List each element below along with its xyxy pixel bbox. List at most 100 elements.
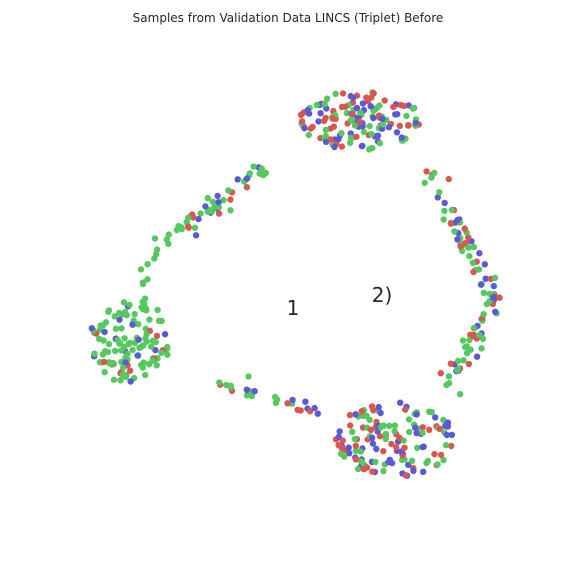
data-point-series-1: [372, 458, 379, 466]
data-point-series-1: [466, 252, 473, 260]
data-point-series-2: [243, 184, 251, 191]
data-point-series-1: [124, 350, 131, 358]
data-point-series-3: [359, 142, 366, 150]
data-point-series-2: [465, 234, 472, 241]
data-point-series-1: [460, 357, 467, 364]
data-point-series-1: [343, 109, 350, 117]
data-point-series-1: [406, 428, 413, 436]
data-point-series-1: [440, 456, 447, 464]
data-point-series-1: [347, 134, 355, 141]
data-point-series-1: [245, 373, 252, 380]
data-point-series-1: [143, 338, 150, 345]
data-point-series-2: [390, 103, 397, 111]
data-point-series-3: [215, 199, 222, 206]
data-point-series-2: [431, 450, 438, 458]
data-point-series-1: [374, 104, 381, 111]
data-point-series-3: [392, 111, 399, 118]
data-point-series-1: [164, 343, 171, 351]
data-point-series-2: [360, 466, 367, 473]
data-point-series-3: [127, 378, 134, 385]
data-point-series-1: [434, 461, 441, 468]
data-point-series-1: [136, 344, 143, 352]
data-point-series-3: [441, 199, 448, 207]
data-point-series-1: [95, 335, 103, 343]
data-point-series-3: [373, 445, 380, 453]
data-point-series-2: [356, 119, 363, 126]
data-point-series-3: [88, 325, 96, 332]
data-point-series-2: [426, 426, 433, 433]
data-point-series-1: [149, 357, 156, 364]
data-point-series-1: [211, 203, 218, 211]
data-point-series-1: [220, 197, 227, 204]
data-point-series-3: [192, 232, 200, 239]
data-point-series-1: [227, 207, 234, 214]
data-point-series-1: [120, 364, 127, 371]
data-point-series-2: [227, 196, 234, 203]
data-point-series-2: [419, 424, 426, 431]
data-point-series-2: [445, 175, 452, 183]
data-point-series-3: [374, 132, 382, 139]
data-point-series-3: [101, 328, 108, 336]
data-point-series-1: [405, 416, 413, 423]
data-point-series-1: [459, 337, 467, 344]
data-point-series-1: [144, 261, 151, 268]
data-point-series-1: [321, 100, 328, 108]
data-point-series-1: [258, 165, 265, 172]
data-point-series-3: [346, 450, 353, 457]
data-point-series-2: [462, 239, 469, 247]
data-point-series-3: [412, 424, 419, 431]
data-point-series-1: [111, 313, 119, 320]
data-point-series-1: [463, 343, 470, 350]
data-point-series-2: [349, 110, 356, 118]
data-point-series-1: [386, 422, 393, 430]
data-point-series-1: [250, 163, 257, 170]
data-point-series-1: [271, 393, 279, 401]
data-point-series-1: [470, 243, 478, 251]
data-point-series-2: [352, 442, 359, 449]
data-point-series-1: [120, 299, 128, 306]
data-point-series-1: [117, 377, 124, 384]
data-point-series-3: [349, 94, 357, 101]
data-point-series-1: [142, 371, 149, 379]
data-point-series-1: [155, 317, 163, 324]
data-point-series-1: [144, 276, 151, 283]
data-point-series-2: [423, 168, 430, 175]
data-point-series-1: [360, 128, 368, 136]
data-point-series-1: [153, 362, 160, 369]
data-point-series-2: [401, 444, 408, 451]
data-point-series-3: [386, 456, 393, 463]
data-point-series-1: [436, 189, 443, 196]
data-point-series-1: [338, 130, 345, 137]
data-point-series-1: [216, 379, 223, 386]
data-point-series-2: [306, 408, 314, 415]
data-point-series-1: [403, 112, 410, 120]
data-point-series-2: [329, 115, 336, 122]
data-point-series-1: [108, 361, 116, 368]
data-point-series-1: [146, 316, 153, 323]
data-point-series-1: [448, 206, 455, 214]
data-point-series-3: [490, 282, 497, 290]
data-point-series-3: [473, 353, 481, 360]
data-point-series-3: [331, 143, 338, 151]
data-point-series-2: [437, 451, 445, 459]
data-point-series-1: [110, 376, 118, 383]
data-point-series-1: [118, 347, 125, 354]
data-point-series-3: [413, 429, 420, 437]
data-point-series-2: [448, 442, 455, 450]
data-point-series-3: [304, 107, 311, 114]
data-point-series-2: [400, 102, 408, 110]
data-point-series-1: [191, 224, 199, 231]
data-point-series-3: [370, 114, 377, 122]
data-point-series-1: [131, 310, 138, 318]
data-point-series-1: [354, 465, 362, 473]
data-point-series-1: [441, 207, 448, 215]
data-point-series-2: [437, 370, 444, 377]
data-point-series-1: [158, 349, 165, 356]
data-point-series-1: [163, 236, 170, 243]
data-point-series-1: [143, 331, 150, 338]
data-point-series-1: [129, 346, 136, 354]
data-point-series-3: [454, 236, 461, 243]
data-point-series-1: [154, 306, 161, 314]
data-point-series-1: [469, 259, 477, 266]
